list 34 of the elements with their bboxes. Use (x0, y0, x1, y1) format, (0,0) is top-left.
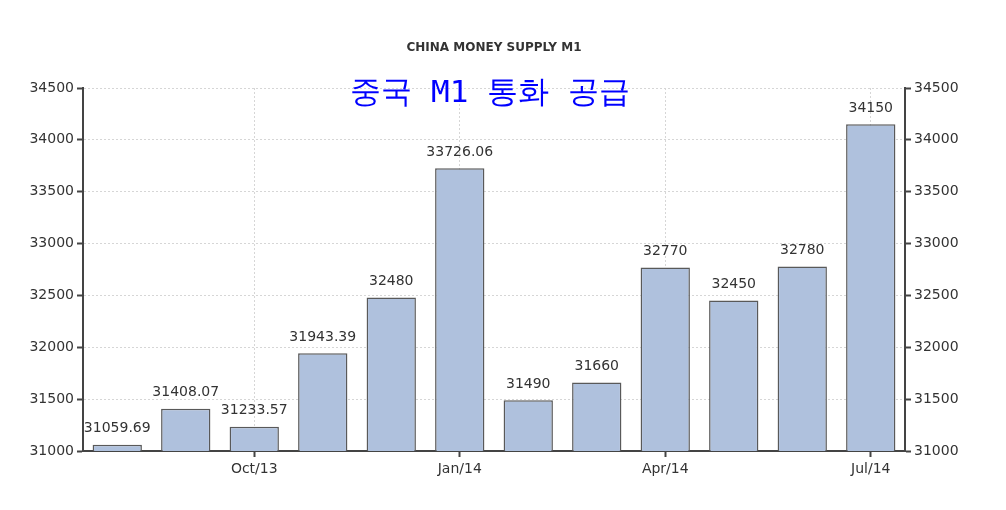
y2-tick-label: 34500 (914, 78, 959, 95)
y-tick-label: 32000 (29, 337, 74, 354)
y-tick-label: 34500 (29, 78, 74, 95)
data-label: 32450 (711, 275, 757, 292)
y-tick-label: 31500 (29, 389, 74, 406)
x-tick-label: Jan/14 (436, 460, 482, 477)
x-tick-label: Oct/13 (230, 460, 278, 477)
chart-title: CHINA MONEY SUPPLY M1 (405, 40, 583, 54)
data-label: 31408.07 (152, 383, 220, 400)
data-label: 32480 (368, 272, 414, 289)
y2-tick-label: 34000 (914, 130, 959, 147)
data-label: 31660 (574, 357, 620, 374)
chart-subtitle: 중국 M1 통화 공급 (350, 73, 630, 109)
y2-tick-label: 32000 (914, 337, 959, 354)
y-tick-label: 33000 (29, 234, 74, 251)
data-label: 34150 (848, 98, 894, 115)
data-label: 31059.69 (83, 419, 151, 436)
data-label: 31490 (505, 374, 551, 391)
y2-tick-label: 33500 (914, 182, 959, 199)
data-label: 31943.39 (289, 327, 357, 344)
y-tick-label: 31000 (29, 441, 74, 458)
y-tick-label: 32500 (29, 286, 74, 303)
y2-tick-label: 31500 (914, 389, 959, 406)
x-tick-label: Jul/14 (850, 460, 891, 477)
data-label: 32770 (642, 242, 688, 259)
y2-tick-label: 32500 (914, 286, 959, 303)
y2-tick-label: 33000 (914, 234, 959, 251)
data-label: 33726.06 (426, 142, 494, 159)
data-label: 31233.57 (220, 401, 288, 418)
data-label: 32780 (779, 241, 825, 258)
y2-tick-label: 31000 (914, 441, 959, 458)
y-tick-label: 34000 (29, 130, 74, 147)
x-tick-label: Apr/14 (641, 460, 689, 477)
y-tick-label: 33500 (29, 182, 74, 199)
